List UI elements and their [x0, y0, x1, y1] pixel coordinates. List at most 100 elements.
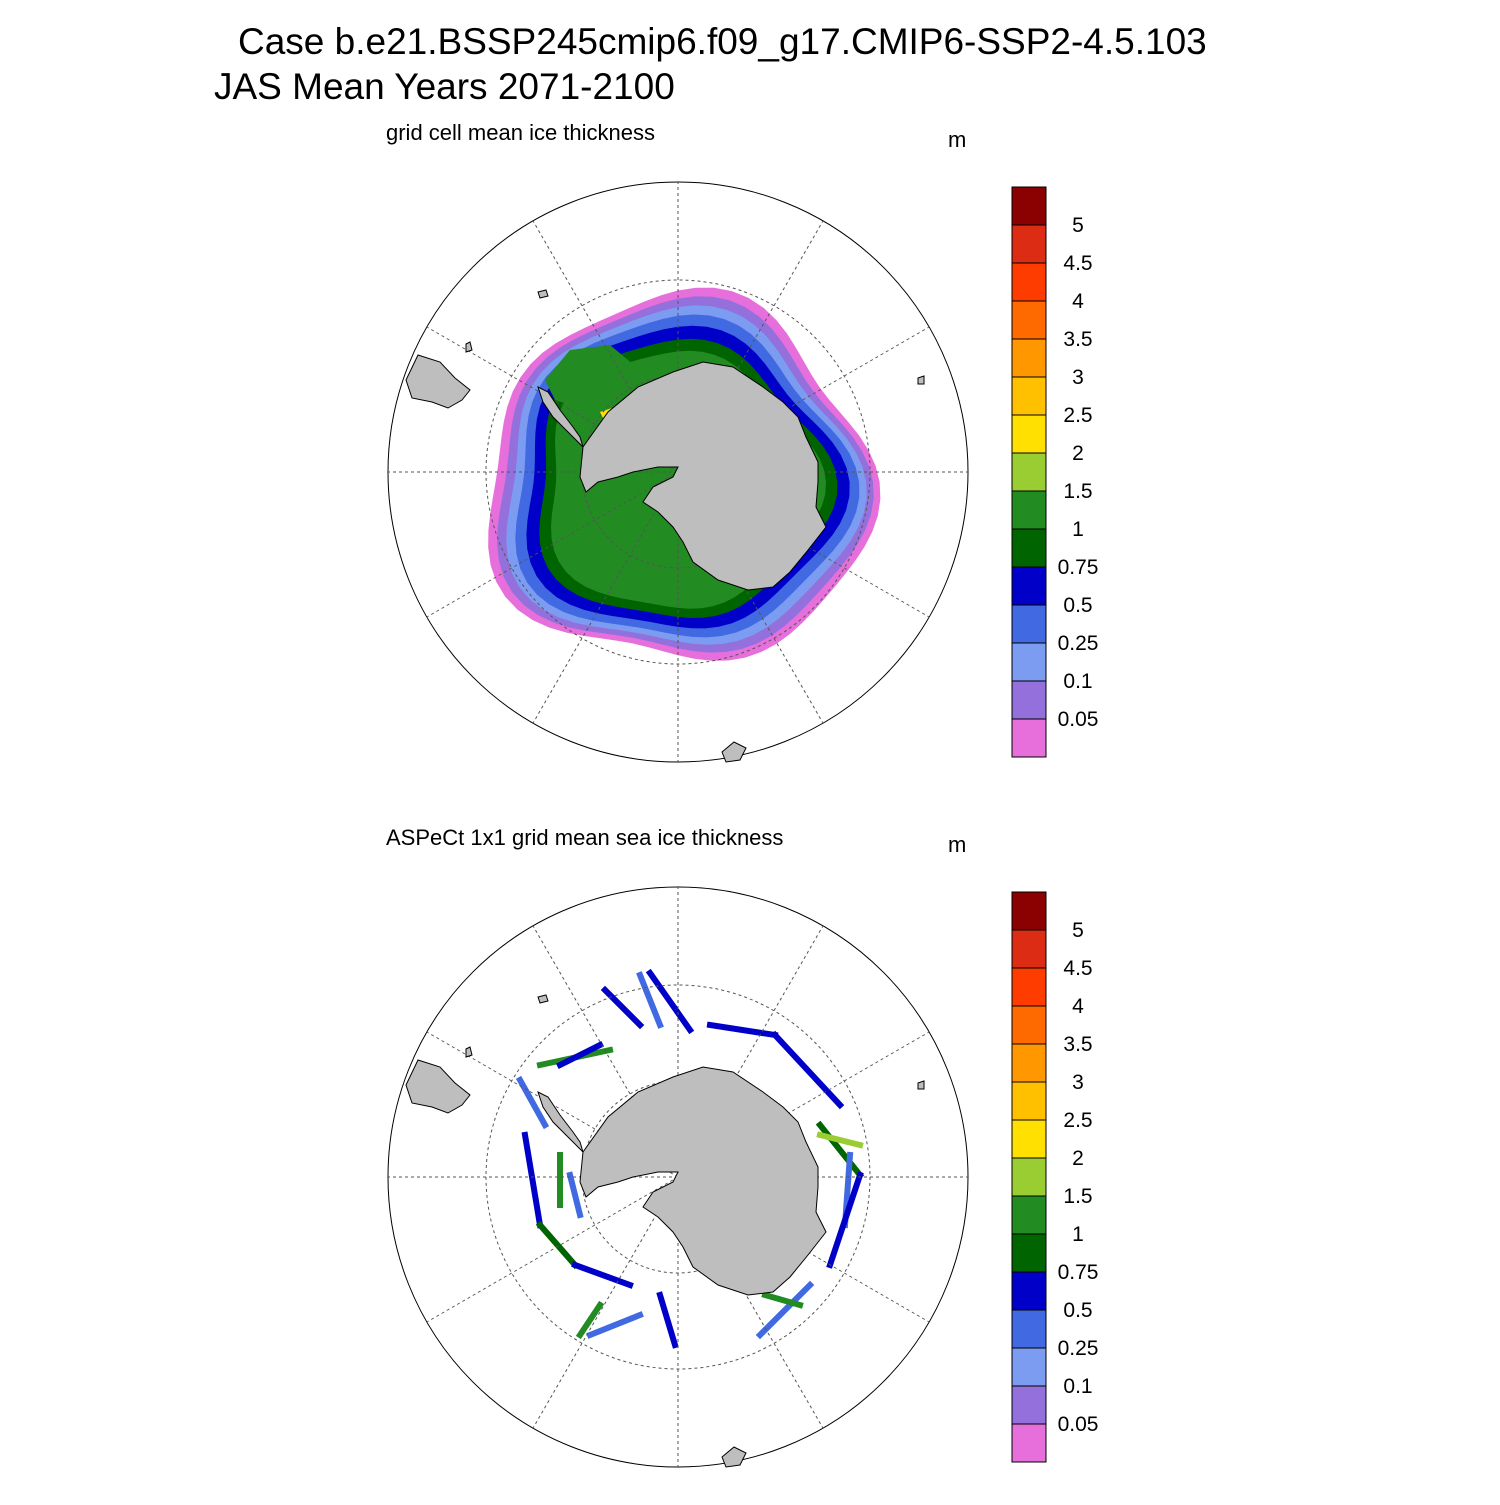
panel-1-colorbar-label-5: 0.75 [1058, 556, 1099, 579]
panel-1-meridian-150 [426, 471, 679, 618]
panel-2-track-6 [815, 1120, 865, 1180]
panel-2-track-4 [706, 1021, 779, 1039]
panel-2-track-12 [535, 1220, 580, 1270]
panel-2-south-america-tip [405, 1059, 471, 1114]
panel-1-colorbar-box-9 [1011, 414, 1047, 454]
panel-2-colorbar-box-7 [1011, 1195, 1047, 1235]
panel-2-track-13 [571, 1261, 634, 1289]
panel-2-track-20 [761, 1291, 804, 1309]
panel-2-colorbar-label-3: 0.25 [1058, 1337, 1099, 1360]
panel-1-south-america-tip [405, 354, 471, 409]
panel-1-colorbar-box-8 [1011, 452, 1047, 492]
panel-2-colorbar-box-14 [1011, 929, 1047, 969]
panel-2-colorbar-box-2 [1011, 1385, 1047, 1425]
panel-2-colorbar-label-4: 0.5 [1063, 1299, 1092, 1322]
panel-2-track-16 [656, 1291, 679, 1349]
panel-1-antarctica [579, 361, 827, 591]
panel-1-island-1 [537, 289, 549, 299]
panel-1-colorbar-box-11 [1011, 338, 1047, 378]
panel-2-track-11 [521, 1131, 544, 1229]
panel-1-colorbar-label-11: 3.5 [1063, 328, 1092, 351]
panel-2-colorbar-box-15 [1011, 891, 1047, 931]
panel-2-title: ASPeCt 1x1 grid mean sea ice thickness [386, 825, 784, 850]
panel-2-antarctica [579, 1066, 827, 1296]
panel-1-colorbar-box-14 [1011, 224, 1047, 264]
panel-2-track-1 [645, 968, 695, 1035]
panel-2-island-3 [917, 1080, 925, 1090]
panel-1-colorbar-box-1 [1011, 718, 1047, 758]
panel-1-colorbar-label-10: 3 [1072, 366, 1084, 389]
panel-1-title: grid cell mean ice thickness [386, 120, 656, 145]
panel-1-colorbar-box-5 [1011, 566, 1047, 606]
panel-1-colorbar-label-14: 5 [1072, 214, 1084, 237]
panel-2-track-10 [515, 1075, 550, 1130]
panel-2-ship-tracks [515, 968, 865, 1349]
panel-1-colorbar-box-13 [1011, 262, 1047, 302]
panel-1-colorbar-label-1: 0.05 [1058, 708, 1099, 731]
panel-1-colorbar-box-7 [1011, 490, 1047, 530]
colorbar-2: 0.05 0.1 0.25 0.5 0.75 1 1.5 2 2.5 3 3.5 4 4.5 5 [1011, 891, 1099, 1463]
panel-2-colorbar-box-8 [1011, 1157, 1047, 1197]
panel-2-colorbar-box-3 [1011, 1347, 1047, 1387]
panel-1-colorbar-label-4: 0.5 [1063, 594, 1092, 617]
panel-1-colorbar-box-2 [1011, 680, 1047, 720]
panel-2-track-5 [770, 1030, 845, 1110]
panel-1-units: m [948, 127, 967, 152]
panel-1-colorbar-label-13: 4.5 [1063, 252, 1092, 275]
panel-2-colorbar-label-7: 1.5 [1063, 1185, 1092, 1208]
panel-2-colorbar-label-2: 0.1 [1063, 1375, 1092, 1398]
panel-1-colorbar-label-3: 0.25 [1058, 632, 1099, 655]
panel-2-meridian-150 [426, 1176, 679, 1323]
figure-title: Case b.e21.BSSP245cmip6.f09_g17.CMIP6-SS… [238, 21, 1207, 62]
panel-1-colorbar-label-6: 1 [1072, 518, 1084, 541]
panel-2-colorbar-box-5 [1011, 1271, 1047, 1311]
panel-2-meridian-120 [532, 1176, 679, 1429]
panel-2-colorbar-box-13 [1011, 967, 1047, 1007]
model-ice-thickness-map [387, 181, 969, 763]
panel-2-colorbar-label-10: 3 [1072, 1071, 1084, 1094]
panel-2-colorbar-label-5: 0.75 [1058, 1261, 1099, 1284]
panel-1-colorbar-label-2: 0.1 [1063, 670, 1092, 693]
panel-1-colorbar-label-8: 2 [1072, 442, 1084, 465]
panel-2-colorbar-label-6: 1 [1072, 1223, 1084, 1246]
panel-2-colorbar-label-8: 2 [1072, 1147, 1084, 1170]
panel-2-track-19 [816, 1131, 864, 1149]
panel-2-track-2 [636, 971, 664, 1029]
panel-2-colorbar-box-9 [1011, 1119, 1047, 1159]
figure-subtitle: JAS Mean Years 2071-2100 [214, 66, 675, 107]
panel-2-island-2 [465, 1046, 473, 1058]
colorbar-1: 0.05 0.1 0.25 0.5 0.75 1 1.5 2 2.5 3 3.5 4 4.5 5 [1011, 186, 1099, 758]
panel-2-colorbar-label-14: 5 [1072, 919, 1084, 942]
panel-1-colorbar-box-3 [1011, 642, 1047, 682]
panel-2-colorbar-label-9: 2.5 [1063, 1109, 1092, 1132]
panel-1-colorbar-box-15 [1011, 186, 1047, 226]
panel-1-antarctic-peninsula [537, 386, 584, 448]
panel-2-colorbar-box-1 [1011, 1423, 1047, 1463]
panel-2-track-14 [575, 1300, 605, 1340]
panel-2-colorbar-box-12 [1011, 1005, 1047, 1045]
panel-2-track-3 [600, 985, 645, 1030]
panel-1-colorbar-label-7: 1.5 [1063, 480, 1092, 503]
panel-2-colorbar-label-11: 3.5 [1063, 1033, 1092, 1056]
panel-1-island-3 [917, 375, 925, 385]
panel-2-track-22 [566, 1171, 584, 1219]
panel-2-track-15 [586, 1311, 644, 1339]
panel-2-colorbar-box-10 [1011, 1081, 1047, 1121]
panel-2-track-8 [826, 1171, 864, 1269]
panel-1-colorbar-label-12: 4 [1072, 290, 1084, 313]
panel-1-land [405, 289, 925, 763]
panel-2-land [405, 994, 925, 1468]
panel-2-track-18 [555, 1040, 605, 1070]
panel-2-units: m [948, 832, 967, 857]
panel-1-new-zealand-tip [721, 741, 747, 763]
panel-2-colorbar-box-6 [1011, 1233, 1047, 1273]
panel-2-colorbar-label-12: 4 [1072, 995, 1084, 1018]
panel-2-track-9 [755, 1280, 815, 1340]
panel-2-colorbar-box-4 [1011, 1309, 1047, 1349]
panel-2-new-zealand-tip [721, 1446, 747, 1468]
panel-2-island-1 [537, 994, 549, 1004]
panel-1-colorbar-box-12 [1011, 300, 1047, 340]
panel-2-antarctic-peninsula [537, 1091, 584, 1153]
panel-1-colorbar-label-9: 2.5 [1063, 404, 1092, 427]
panel-2-colorbar-label-1: 0.05 [1058, 1413, 1099, 1436]
